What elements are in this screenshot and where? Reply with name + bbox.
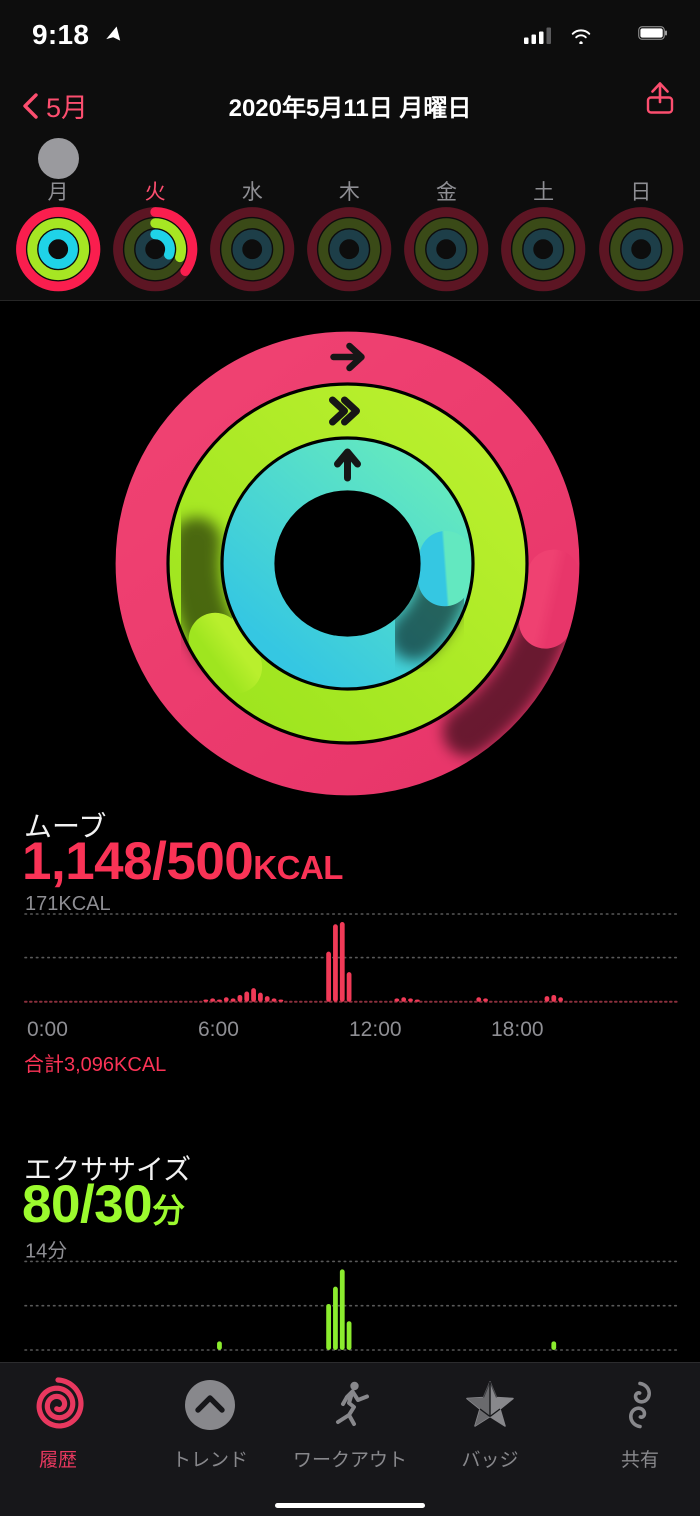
svg-text:14分: 14分 [25, 1240, 67, 1262]
svg-text:171KCAL: 171KCAL [25, 894, 111, 915]
